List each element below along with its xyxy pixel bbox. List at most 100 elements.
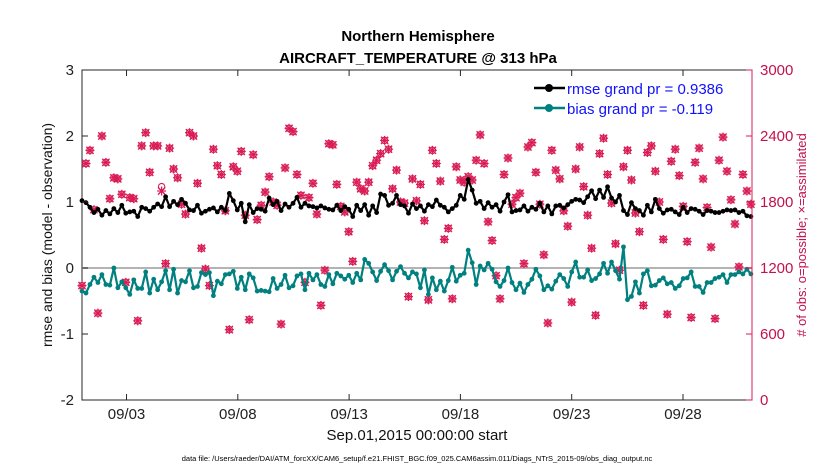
rmse-point: [306, 203, 312, 209]
bias-point: [191, 285, 196, 291]
rmse-point: [346, 206, 352, 212]
bias-point: [103, 282, 109, 287]
rmse-point: [521, 203, 527, 209]
obs-assimilated-point: [161, 259, 171, 269]
obs-assimilated-point: [543, 318, 553, 328]
obs-assimilated-point: [563, 221, 573, 231]
rmse-point: [609, 195, 614, 201]
rmse-point: [91, 210, 97, 215]
obs-assimilated-point: [531, 167, 541, 177]
footer-data-file: data file: /Users/raeder/DAI/ATM_forcXX/…: [182, 454, 653, 463]
rmse-point: [123, 210, 129, 216]
bias-point: [529, 276, 535, 282]
obs-assimilated-point: [308, 178, 318, 188]
bias-point: [485, 260, 491, 266]
bias-point: [732, 272, 738, 277]
y-tick-label-left: -2: [61, 392, 74, 409]
rmse-point: [720, 208, 726, 214]
y-tick-label-left: 0: [66, 260, 74, 277]
obs-assimilated-point: [611, 239, 621, 249]
obs-assimilated-point: [471, 155, 481, 165]
bias-point: [139, 286, 145, 291]
obs-assimilated-point: [487, 236, 497, 245]
bias-point: [358, 277, 364, 283]
bias-point: [553, 278, 559, 284]
y-axis-label-right: # of obs: o=possible; ×=assimilated: [794, 133, 809, 336]
legend-rmse-label: rmse grand pr = 0.9386: [567, 81, 723, 98]
rmse-point: [505, 192, 511, 198]
obs-assimilated-point: [153, 141, 163, 151]
rmse-point: [246, 202, 252, 208]
bias-point: [688, 269, 694, 275]
obs-assimilated-point: [248, 150, 258, 160]
obs-assimilated-point: [662, 309, 672, 319]
obs-assimilated-point: [403, 292, 413, 302]
rmse-point: [83, 200, 89, 206]
rmse-point: [672, 209, 678, 215]
obs-assimilated-point: [216, 170, 226, 179]
rmse-point: [617, 193, 622, 198]
bias-point: [453, 278, 459, 284]
obs-assimilated-point: [109, 173, 119, 183]
rmse-point: [334, 202, 340, 208]
rmse-point: [342, 204, 348, 210]
x-tick-label: 09/03: [108, 406, 146, 423]
obs-assimilated-point: [316, 300, 326, 310]
bias-point: [652, 282, 658, 288]
bias-point: [402, 270, 407, 276]
rmse-point: [692, 206, 698, 212]
bias-point: [712, 276, 718, 281]
rmse-point: [688, 206, 694, 212]
rmse-series: [79, 177, 754, 225]
obs-assimilated-point: [208, 144, 218, 154]
rmse-point: [310, 204, 316, 210]
bias-point: [445, 278, 451, 283]
bias-point: [334, 270, 340, 276]
obs-assimilated-point: [435, 176, 445, 186]
obs-assimilated-point: [244, 315, 254, 325]
bias-point: [433, 287, 439, 293]
bias-point: [314, 272, 320, 277]
obs-assimilated-point: [583, 210, 593, 220]
obs-assimilated-point: [260, 187, 270, 197]
bias-point: [441, 288, 447, 294]
bias-point: [716, 274, 722, 280]
bias-point: [111, 265, 117, 271]
rmse-point: [374, 210, 380, 215]
legend-rmse-marker: [545, 84, 553, 92]
rmse-point: [95, 206, 101, 212]
obs-assimilated-point: [567, 297, 577, 307]
bias-point: [521, 290, 527, 295]
rmse-point: [207, 206, 212, 212]
x-tick-label: 09/23: [553, 406, 591, 423]
x-tick-label: 09/18: [442, 406, 480, 423]
rmse-point: [214, 209, 220, 215]
obs-assimilated-point: [451, 162, 461, 172]
bias-point: [318, 282, 324, 287]
obs-assimilated-point: [348, 256, 358, 266]
obs-assimilated-point: [503, 153, 513, 163]
bias-point: [477, 263, 483, 269]
obs-assimilated-point: [694, 143, 704, 153]
bias-point: [493, 279, 499, 285]
rmse-point: [226, 191, 232, 196]
rmse-point: [266, 195, 272, 201]
rmse-point: [652, 196, 658, 202]
rmse-point: [382, 193, 387, 198]
obs-assimilated-point: [169, 164, 179, 174]
bias-point: [565, 284, 571, 289]
rmse-point: [577, 197, 583, 203]
rmse-point: [489, 204, 495, 210]
obs-assimilated-point: [515, 188, 525, 198]
bias-point: [91, 274, 97, 280]
rmse-point: [513, 208, 519, 213]
rmse-point: [234, 207, 240, 213]
bias-point: [589, 278, 595, 283]
obs-assimilated-point: [133, 316, 143, 326]
rmse-point: [648, 209, 654, 215]
bias-point: [605, 270, 610, 276]
bias-point: [199, 270, 204, 276]
rmse-point: [171, 198, 176, 204]
obs-assimilated-point: [252, 215, 262, 225]
bias-point: [226, 271, 232, 277]
